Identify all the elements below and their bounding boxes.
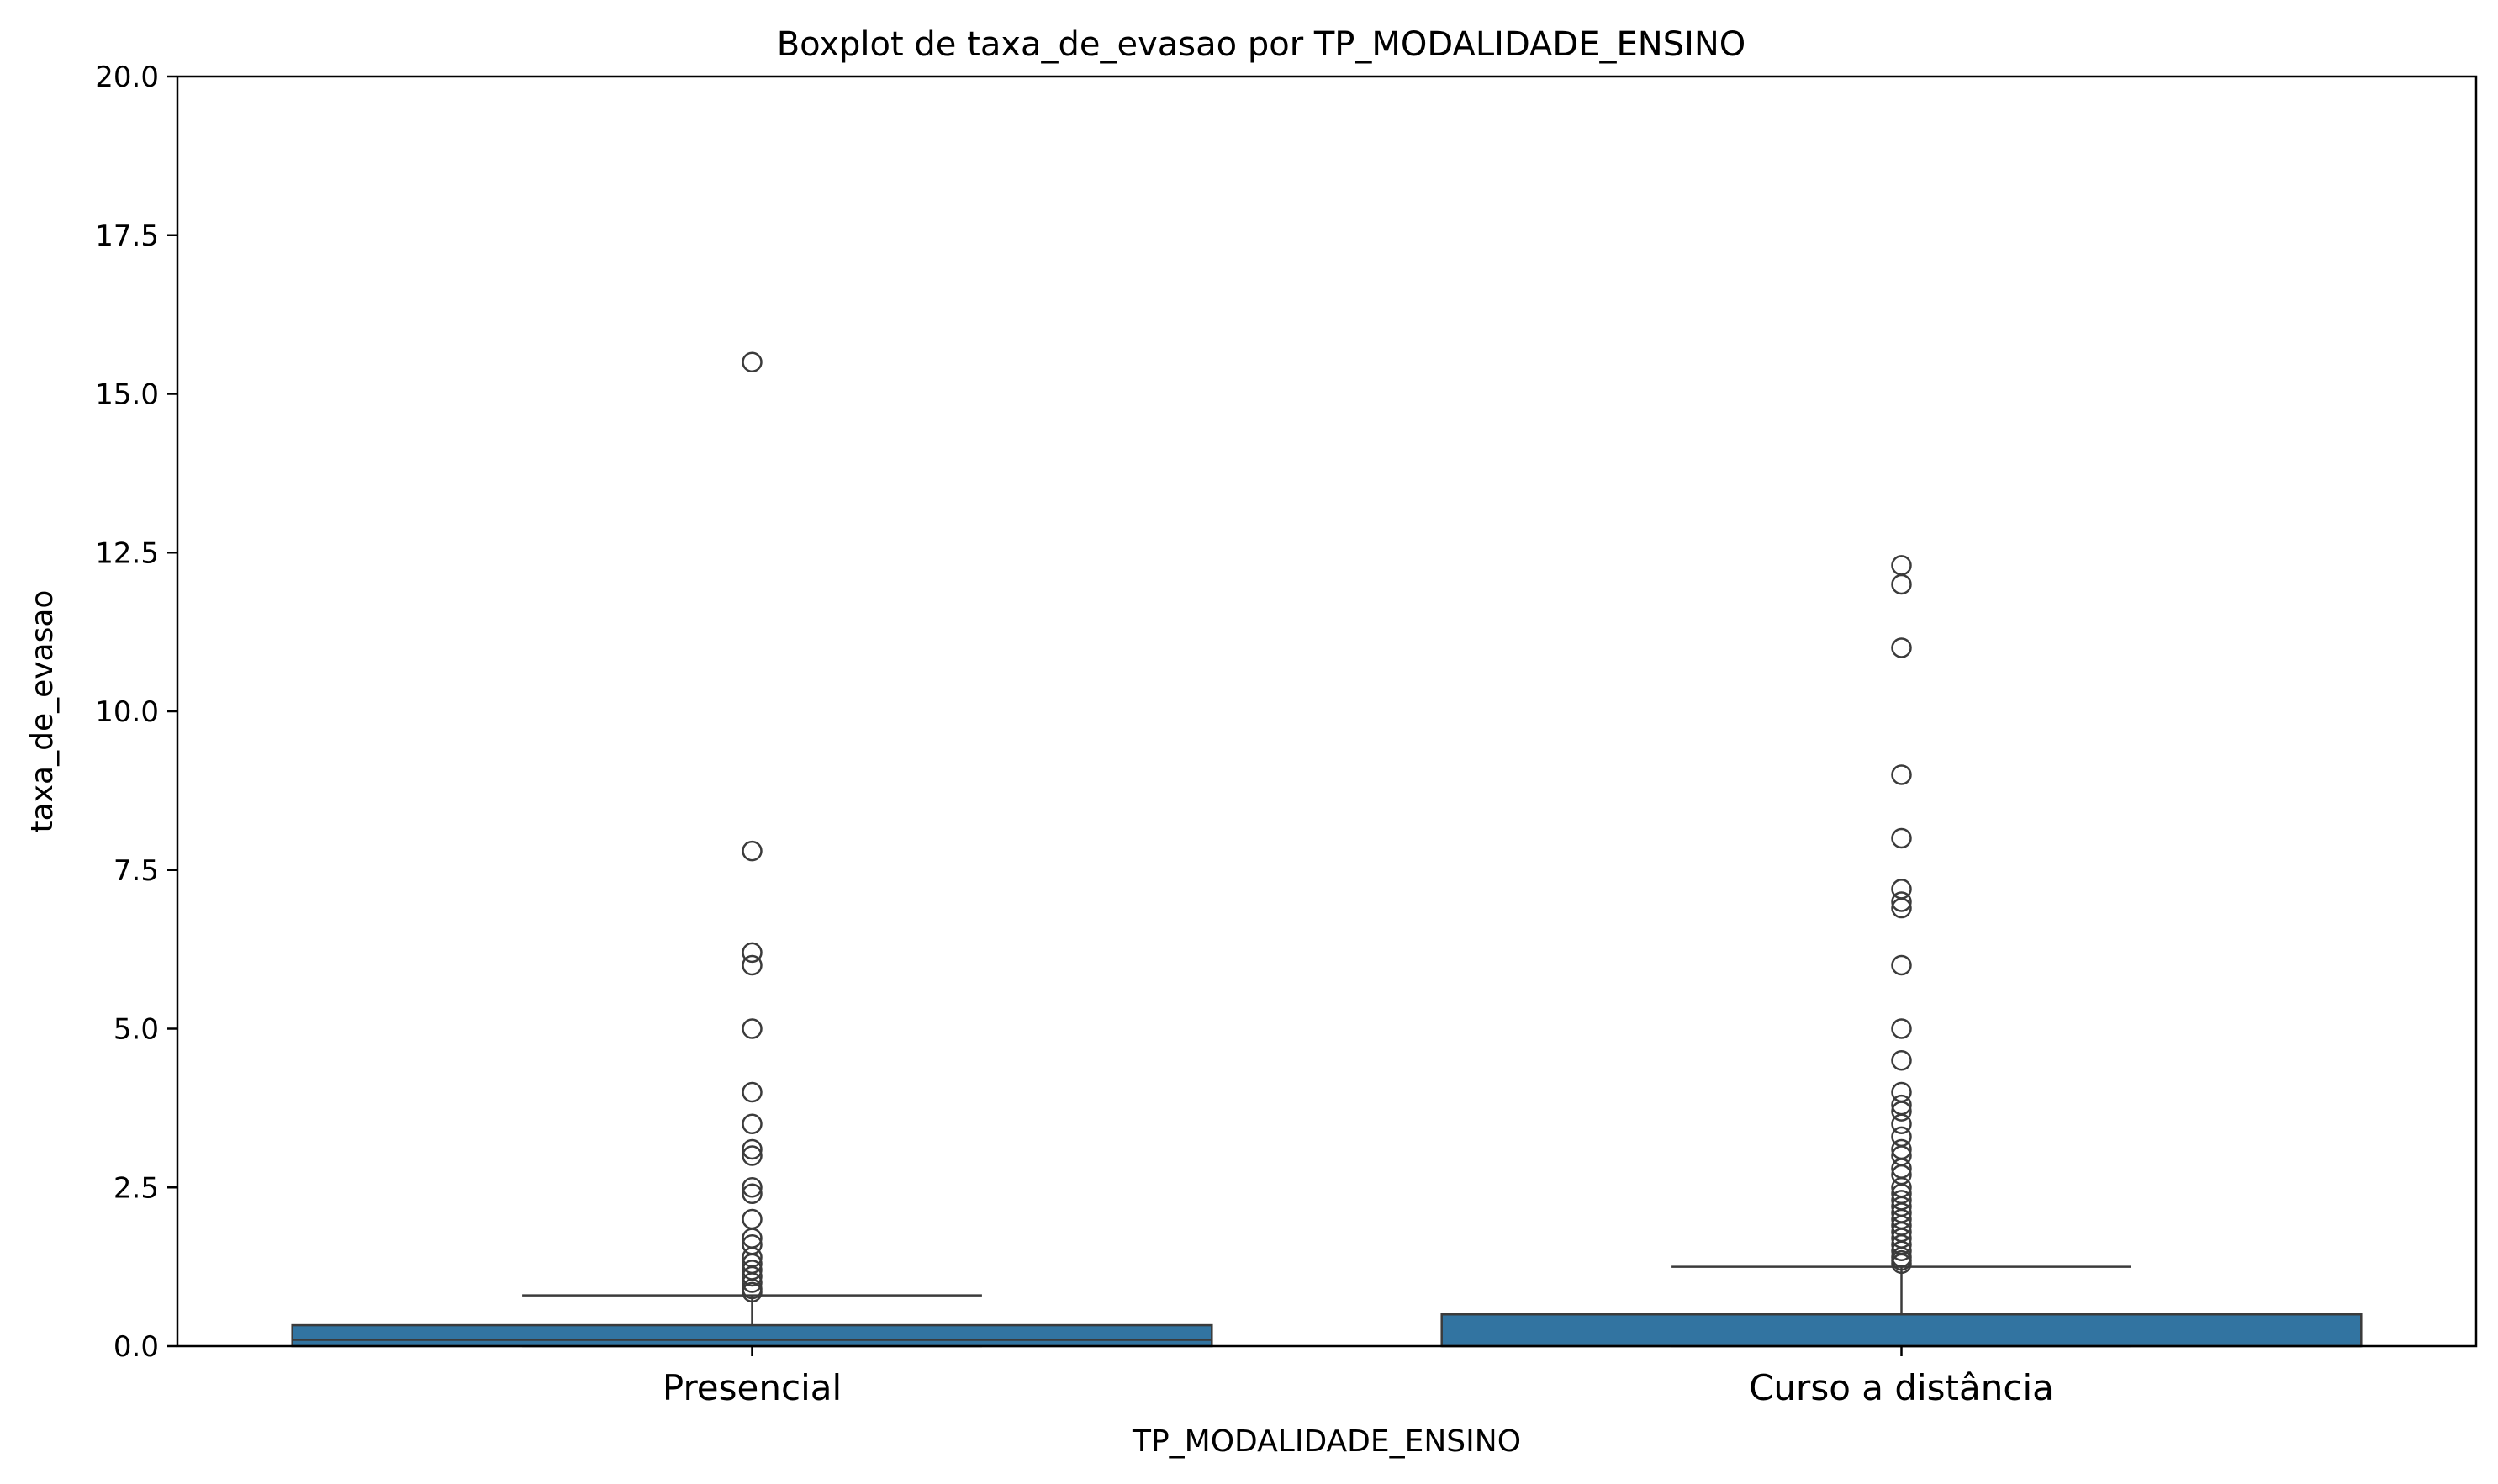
y-tick-label: 10.0 <box>95 695 159 729</box>
y-tick-label: 17.5 <box>95 219 159 253</box>
y-tick-label: 0.0 <box>114 1330 159 1364</box>
box-group <box>1440 555 2363 1348</box>
outlier-point <box>1891 891 1912 912</box>
outlier-point <box>742 1265 763 1287</box>
outlier-point <box>1891 827 1912 849</box>
x-tick-label: Presencial <box>663 1367 842 1408</box>
outlier-point <box>1891 1253 1912 1275</box>
outlier-point <box>1891 1113 1912 1134</box>
outlier-point <box>1891 1240 1912 1261</box>
chart-title: Boxplot de taxa_de_evasao por TP_MODALID… <box>777 25 1746 64</box>
outlier-point <box>742 1138 763 1160</box>
x-axis-label: TP_MODALIDADE_ENSINO <box>1132 1424 1521 1459</box>
y-tick-label: 15.0 <box>95 378 159 412</box>
box-group <box>291 351 1213 1348</box>
y-tick-label: 5.0 <box>114 1013 159 1047</box>
outlier-point <box>742 1145 763 1166</box>
y-axis: 0.0 2.5 5.0 7.5 10.0 12.5 15.0 17.5 20.0 <box>95 61 177 1364</box>
outlier-point <box>742 1081 763 1103</box>
y-axis-label: taxa_de_evasao <box>25 590 60 833</box>
outlier-point <box>1891 637 1912 658</box>
plot-area <box>291 351 2363 1348</box>
outlier-point <box>742 1177 763 1198</box>
outlier-point <box>1891 954 1912 976</box>
outlier-point <box>742 1113 763 1134</box>
outlier-point <box>742 1183 763 1205</box>
x-axis: Presencial Curso a distância <box>663 1346 2054 1408</box>
outlier-point <box>742 1018 763 1039</box>
outlier-point <box>1891 1018 1912 1039</box>
outlier-point <box>742 1208 763 1230</box>
y-tick-label: 7.5 <box>114 854 159 888</box>
y-tick-label: 2.5 <box>114 1171 159 1205</box>
box-iqr <box>1440 1313 2363 1348</box>
outlier-point <box>1891 573 1912 595</box>
outlier-point <box>742 942 763 964</box>
x-tick-label: Curso a distância <box>1749 1367 2054 1408</box>
outlier-point <box>742 840 763 862</box>
y-tick-label: 20.0 <box>95 61 159 94</box>
axes-frame <box>176 75 2478 1348</box>
outlier-point <box>1891 764 1912 785</box>
y-tick-label: 12.5 <box>95 536 159 570</box>
outlier-point <box>742 351 763 372</box>
outlier-point <box>1891 1101 1912 1122</box>
box-iqr <box>291 1323 1213 1348</box>
outlier-point <box>1891 1050 1912 1071</box>
outlier-point <box>742 1272 763 1293</box>
outlier-point <box>742 1281 763 1303</box>
outlier-point <box>1891 555 1912 576</box>
outlier-point <box>1891 897 1912 919</box>
outlier-point <box>742 954 763 976</box>
